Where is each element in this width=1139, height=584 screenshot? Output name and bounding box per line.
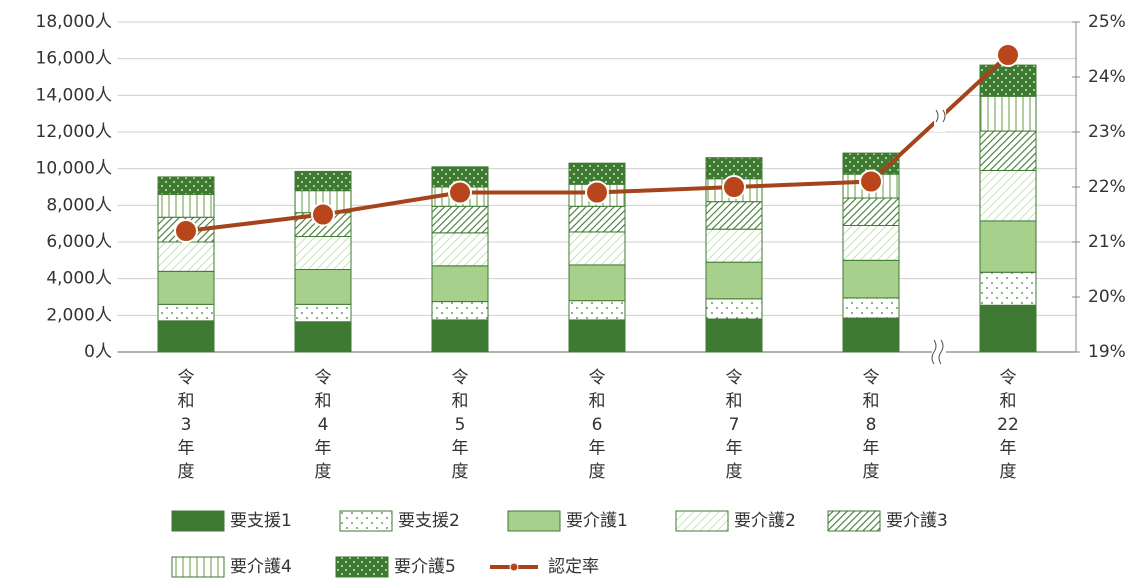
bar-segment [431, 205, 489, 234]
y-tick-label: 12,000人 [36, 122, 112, 142]
y2-tick-label: 24% [1088, 67, 1126, 87]
legend-label: 要介護1 [566, 511, 628, 531]
rate-marker [722, 175, 746, 199]
bar-segment [157, 320, 215, 353]
legend-swatch [675, 510, 729, 532]
bar-segment [842, 197, 900, 226]
y2-tick-label: 23% [1088, 122, 1126, 142]
bar-segment [705, 261, 763, 300]
rate-marker [585, 180, 609, 205]
x-tick-label: 令和 22 年度 [997, 368, 1019, 482]
bar-segment [705, 298, 763, 320]
bar-segment [568, 231, 626, 266]
rate-marker [174, 219, 198, 243]
legend-label: 要介護4 [230, 557, 292, 577]
legend-label: 要介護5 [394, 557, 456, 577]
bar-segment [979, 130, 1037, 171]
legend-label: 要支援2 [398, 511, 460, 531]
bar-segment [294, 236, 352, 270]
bar-segment [979, 271, 1037, 306]
bar-segment [294, 170, 352, 192]
rate-marker [448, 180, 472, 205]
bar-segment [294, 269, 352, 305]
bar-segment [431, 265, 489, 303]
bar-segment [979, 95, 1037, 132]
bar-segment [705, 318, 763, 353]
bar-segment [842, 317, 900, 353]
x-tick-label: 令和 5 年度 [452, 368, 469, 482]
rate-marker [311, 202, 335, 227]
legend-swatch [339, 510, 393, 532]
bar-segment [431, 232, 489, 267]
bar-segment [842, 259, 900, 299]
legend-label: 認定率 [548, 557, 599, 577]
y-tick-label: 18,000人 [36, 12, 112, 32]
bar-segment [431, 319, 489, 353]
legend-label: 要介護2 [734, 511, 796, 531]
legend-swatch [827, 510, 881, 532]
bar-segment [705, 228, 763, 263]
y-tick-label: 8,000人 [46, 195, 112, 215]
bar-segment [979, 170, 1037, 222]
axis-break [931, 108, 946, 366]
y-tick-label: 6,000人 [46, 232, 112, 252]
y-tick-label: 0人 [84, 342, 112, 362]
bar-segment [568, 264, 626, 302]
y2-tick-label: 22% [1088, 177, 1126, 197]
legend-label: 要支援1 [230, 511, 292, 531]
x-tick-label: 令和 4 年度 [315, 368, 332, 482]
bar-segment [431, 301, 489, 321]
bar-segment [157, 270, 215, 305]
legend-swatch [335, 556, 389, 578]
bar-segment [157, 241, 215, 272]
bar-segment [157, 193, 215, 218]
bar-segment [294, 303, 352, 323]
y2-tick-label: 20% [1088, 287, 1126, 307]
rate-marker [859, 169, 883, 194]
x-tick-label: 令和 3 年度 [178, 368, 195, 482]
bar-segment [568, 205, 626, 233]
bar-segment [568, 319, 626, 353]
bar-segment [294, 321, 352, 353]
y-tick-label: 10,000人 [36, 159, 112, 179]
bar-segment [705, 201, 763, 230]
legend-swatch [507, 510, 561, 532]
y-tick-label: 4,000人 [46, 269, 112, 289]
rate-marker [996, 43, 1020, 67]
y-tick-label: 14,000人 [36, 85, 112, 105]
legend-swatch-marker [509, 562, 519, 572]
bar-segment [157, 176, 215, 195]
x-tick-label: 令和 8 年度 [863, 368, 880, 482]
bar-segment [842, 225, 900, 261]
bar-segment [979, 304, 1037, 353]
x-tick-label: 令和 6 年度 [589, 368, 606, 482]
bar-segment [842, 297, 900, 319]
y-tick-label: 16,000人 [36, 49, 112, 69]
x-tick-label: 令和 7 年度 [726, 368, 743, 482]
bar-segment [979, 64, 1037, 97]
bar-segment [979, 220, 1037, 273]
y2-tick-label: 19% [1088, 342, 1126, 362]
y2-tick-label: 25% [1088, 12, 1126, 32]
bar-segment [157, 303, 215, 322]
legend-swatch [171, 510, 225, 532]
y-tick-label: 2,000人 [46, 305, 112, 325]
bar-segment [568, 300, 626, 321]
y2-tick-label: 21% [1088, 232, 1126, 252]
legend-swatch [171, 556, 225, 578]
legend-label: 要介護3 [886, 511, 948, 531]
